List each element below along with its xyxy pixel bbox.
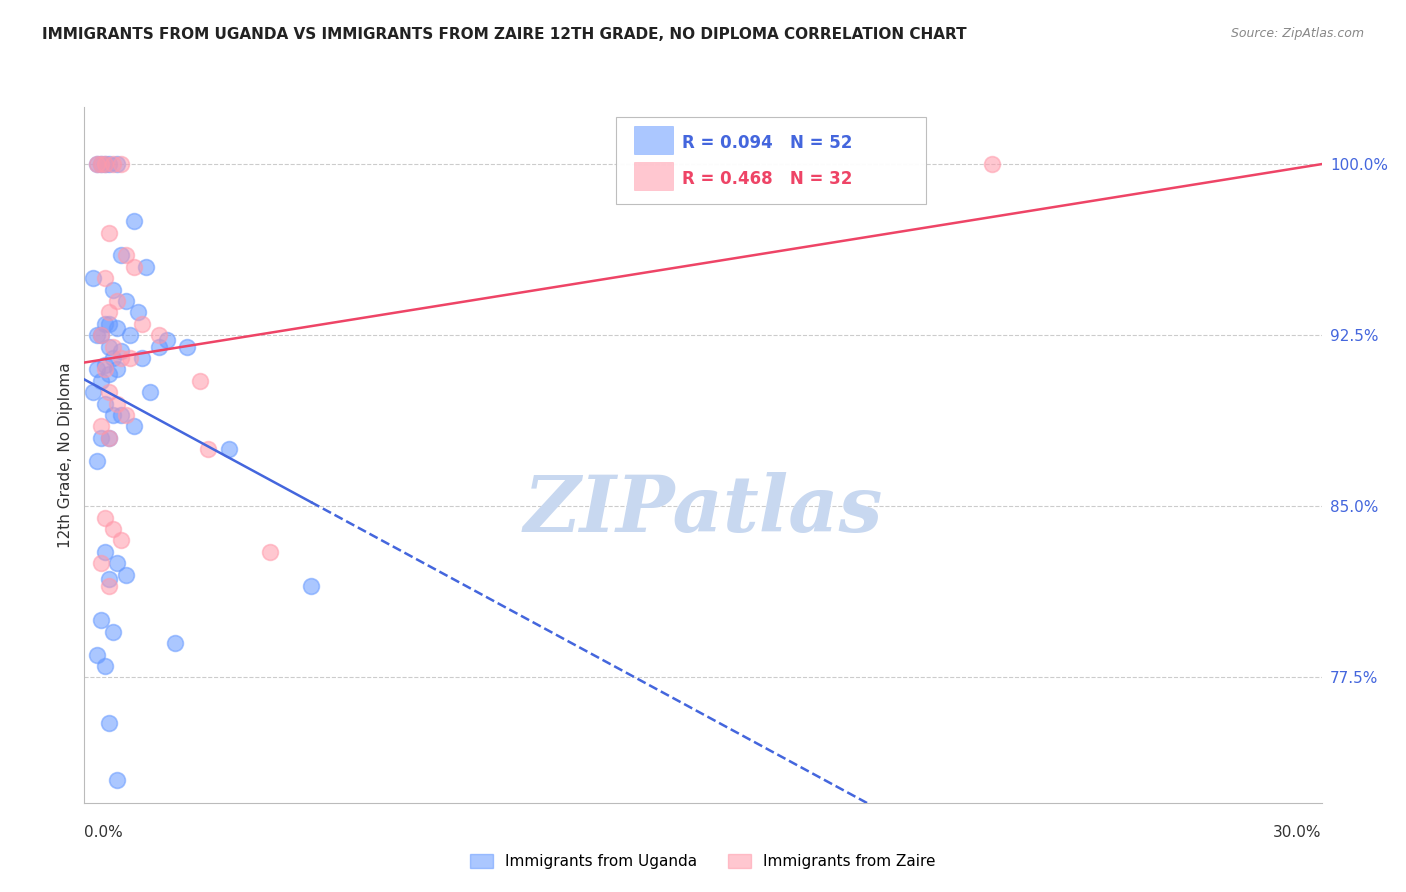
Point (259, 545, 281, 559)
Point (156, 333, 179, 347)
Point (94, 157, 117, 171)
Point (94, 510, 117, 524)
Point (105, 293, 128, 308)
Point (105, 556, 128, 570)
Point (980, 157, 1002, 171)
Point (218, 442, 240, 457)
Point (299, 579, 322, 593)
Point (110, 248, 132, 262)
Point (122, 260, 145, 274)
FancyBboxPatch shape (634, 126, 673, 153)
Point (98, 579, 121, 593)
Point (131, 351, 153, 365)
Point (94, 362, 117, 376)
Point (103, 408, 125, 422)
Point (114, 408, 136, 422)
Point (94, 396, 117, 410)
Point (114, 293, 136, 308)
Point (90, 556, 112, 570)
Point (122, 419, 145, 434)
Point (90, 328, 112, 343)
Point (86, 648, 108, 662)
Point (90, 419, 112, 434)
Point (118, 351, 141, 365)
Point (110, 157, 132, 171)
Point (114, 248, 136, 262)
Text: Source: ZipAtlas.com: Source: ZipAtlas.com (1230, 27, 1364, 40)
Point (98, 367, 121, 381)
Point (86, 328, 108, 343)
Point (98, 431, 121, 445)
Point (90, 374, 112, 388)
Point (94, 317, 117, 331)
Point (197, 442, 219, 457)
Point (165, 636, 187, 650)
Point (122, 214, 145, 228)
Point (94, 157, 117, 171)
Point (148, 328, 170, 343)
Point (176, 340, 198, 354)
Text: ZIPatlas: ZIPatlas (523, 473, 883, 549)
Point (98, 715, 121, 730)
Point (118, 328, 141, 343)
Point (98, 317, 121, 331)
Point (139, 385, 162, 400)
Point (94, 271, 117, 285)
Point (148, 340, 170, 354)
Point (135, 260, 157, 274)
Point (90, 613, 112, 627)
Point (105, 396, 128, 410)
Point (110, 408, 132, 422)
Point (98, 340, 121, 354)
Point (103, 157, 125, 171)
Point (105, 321, 128, 335)
Point (188, 374, 211, 388)
Point (86, 157, 108, 171)
Text: 30.0%: 30.0% (1274, 825, 1322, 840)
Point (86, 453, 108, 467)
Text: IMMIGRANTS FROM UGANDA VS IMMIGRANTS FROM ZAIRE 12TH GRADE, NO DIPLOMA CORRELATI: IMMIGRANTS FROM UGANDA VS IMMIGRANTS FRO… (42, 27, 967, 42)
Point (105, 362, 128, 376)
Point (90, 431, 112, 445)
Point (94, 659, 117, 673)
Point (94, 358, 117, 372)
Text: 0.0%: 0.0% (84, 825, 124, 840)
Point (114, 567, 136, 582)
Point (103, 340, 125, 354)
FancyBboxPatch shape (634, 161, 673, 190)
Point (86, 362, 108, 376)
Point (98, 385, 121, 400)
FancyBboxPatch shape (616, 118, 925, 204)
Point (98, 431, 121, 445)
Point (94, 545, 117, 559)
Point (103, 283, 125, 297)
Point (110, 344, 132, 359)
Point (131, 317, 153, 331)
Point (98, 157, 121, 171)
Legend: Immigrants from Uganda, Immigrants from Zaire: Immigrants from Uganda, Immigrants from … (464, 848, 942, 875)
Point (90, 328, 112, 343)
Text: R = 0.094   N = 52: R = 0.094 N = 52 (682, 135, 852, 153)
Point (90, 157, 112, 171)
Point (105, 157, 128, 171)
Point (90, 157, 112, 171)
Point (86, 157, 108, 171)
Point (105, 772, 128, 787)
Point (103, 351, 125, 365)
Point (98, 226, 121, 240)
Point (98, 305, 121, 319)
Point (103, 522, 125, 536)
Text: R = 0.468   N = 32: R = 0.468 N = 32 (682, 169, 852, 187)
Point (103, 624, 125, 639)
Point (127, 305, 149, 319)
Point (98, 572, 121, 586)
Y-axis label: 12th Grade, No Diploma: 12th Grade, No Diploma (58, 362, 73, 548)
Point (110, 351, 132, 365)
Point (82, 385, 104, 400)
Point (110, 533, 132, 548)
Point (82, 271, 104, 285)
